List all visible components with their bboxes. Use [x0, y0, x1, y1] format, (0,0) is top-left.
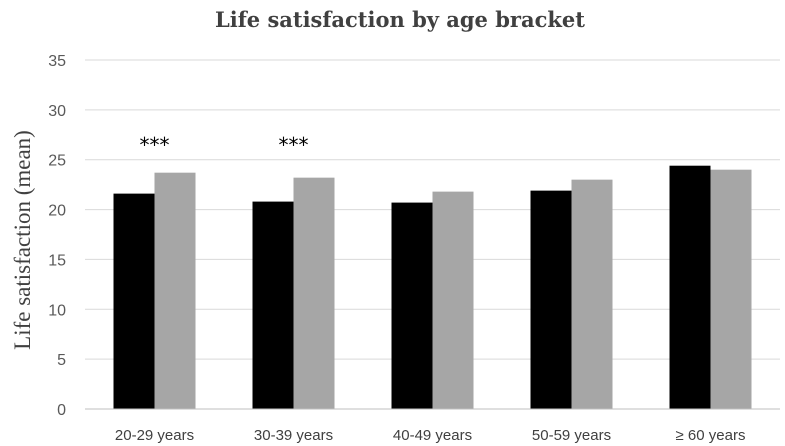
y-tick-label: 10 [48, 302, 66, 319]
bars [113, 165, 752, 409]
annotations: *** *** [140, 133, 309, 157]
bar-2--60-years [710, 169, 752, 409]
y-axis-label: Life satisfaction (mean) [10, 130, 35, 350]
bar-1-40-49-years [391, 202, 433, 409]
significance-marker: *** [279, 133, 309, 157]
bar-1-20-29-years [113, 193, 155, 409]
chart-title: Life satisfaction by age bracket [215, 7, 585, 32]
bar-2-50-59-years [571, 179, 613, 409]
significance-marker: *** [140, 133, 170, 157]
x-tick-label: ≥ 60 years [676, 427, 746, 444]
y-tick-label: 15 [48, 252, 66, 269]
y-tick-label: 5 [57, 352, 66, 369]
y-tick-label: 35 [48, 53, 66, 70]
x-axis-ticks: 20-29 years 30-39 years 40-49 years 50-59 y… [115, 427, 746, 444]
y-tick-label: 0 [57, 402, 66, 419]
x-tick-label: 50-59 years [532, 427, 611, 444]
y-tick-label: 30 [48, 103, 66, 120]
bar-2-30-39-years [293, 177, 335, 409]
bar-2-20-29-years [154, 172, 196, 409]
y-tick-label: 25 [48, 153, 66, 170]
y-tick-label: 20 [48, 203, 66, 220]
y-axis-ticks: 0 5 10 15 20 25 30 35 [48, 53, 66, 419]
x-tick-label: 20-29 years [115, 427, 194, 444]
bar-2-40-49-years [432, 191, 474, 409]
bar-1--60-years [669, 165, 711, 409]
x-tick-label: 40-49 years [393, 427, 472, 444]
bar-1-50-59-years [530, 190, 572, 409]
bar-1-30-39-years [252, 201, 294, 409]
x-tick-label: 30-39 years [254, 427, 333, 444]
